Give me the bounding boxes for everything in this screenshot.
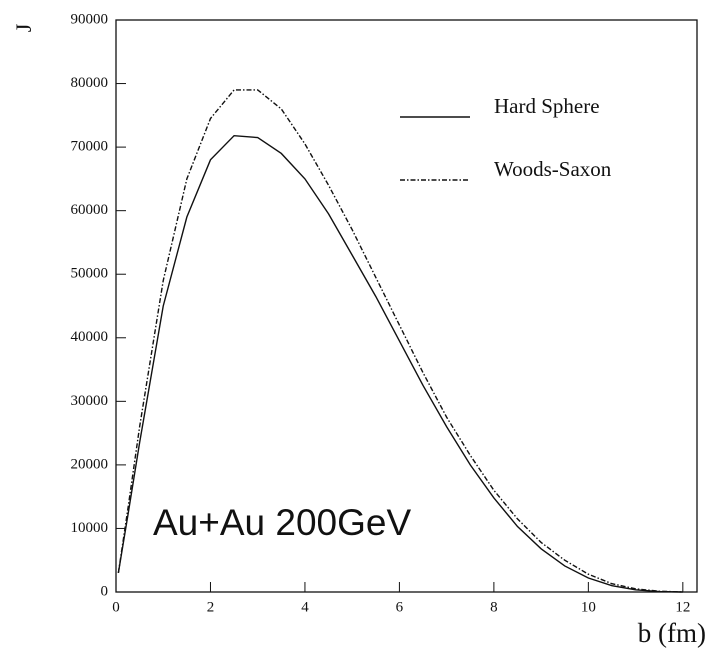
y-tick-label: 50000 xyxy=(71,266,109,282)
y-tick-label: 20000 xyxy=(71,456,109,472)
x-tick-label: 10 xyxy=(581,599,596,615)
y-tick-label: 60000 xyxy=(71,202,109,218)
x-tick-label: 0 xyxy=(112,599,120,615)
x-tick-label: 2 xyxy=(207,599,215,615)
y-axis-label: J xyxy=(11,23,36,32)
line-series xyxy=(117,89,683,593)
y-tick-label: 10000 xyxy=(71,520,109,536)
y-tick-label: 30000 xyxy=(71,393,109,409)
y-tick-label: 70000 xyxy=(71,139,109,155)
x-tick-label: 8 xyxy=(490,599,498,615)
x-tick-label: 6 xyxy=(396,599,404,615)
y-tick-label: 80000 xyxy=(71,75,109,91)
annotation: Au+Au 200GeV xyxy=(153,502,411,543)
line-series xyxy=(117,134,683,593)
x-tick-label: 12 xyxy=(675,599,690,615)
plot-frame xyxy=(115,19,698,593)
legend-label: Hard Sphere xyxy=(494,94,600,118)
y-tick-label: 40000 xyxy=(71,329,109,345)
y-tick-label: 0 xyxy=(101,583,109,599)
y-tick-label: 90000 xyxy=(71,11,109,27)
x-tick-label: 4 xyxy=(301,599,309,615)
legend-label: Woods-Saxon xyxy=(494,157,612,181)
x-axis-label: b (fm) xyxy=(638,618,706,648)
